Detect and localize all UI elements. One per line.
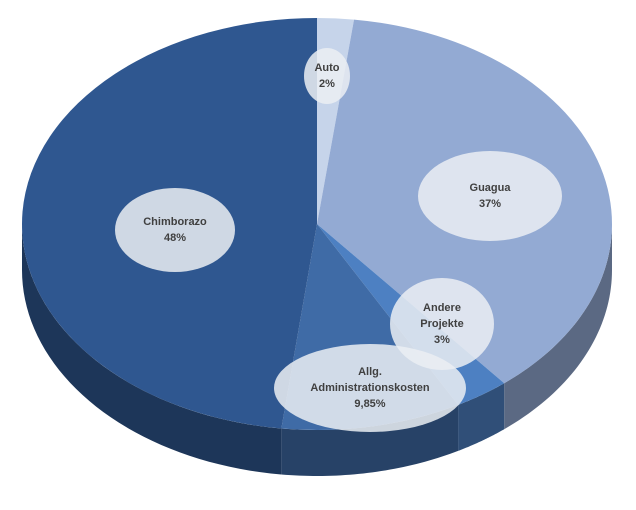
data-label: Auto 2%: [307, 60, 347, 92]
label-bubble: [115, 188, 235, 272]
category-label: Allg. Administrationskosten: [310, 366, 430, 394]
category-label: Andere Projekte: [420, 302, 464, 330]
value-label: 37%: [478, 198, 502, 210]
label-bubble: [390, 278, 494, 370]
data-label: Andere Projekte 3%: [410, 300, 474, 348]
data-label: Chimborazo 48%: [135, 214, 215, 246]
data-label: Allg. Administrationskosten 9,85%: [300, 364, 440, 412]
category-label: Auto: [314, 62, 340, 74]
value-label: 9,85%: [354, 398, 386, 410]
slice-side: [22, 224, 282, 475]
value-label: 3%: [434, 334, 450, 346]
label-bubble: [418, 151, 562, 241]
data-label: Guagua 37%: [450, 180, 530, 212]
value-label: 2%: [319, 78, 335, 90]
category-label: Chimborazo: [143, 216, 207, 228]
label-bubble: [304, 48, 350, 104]
category-label: Guagua: [469, 182, 511, 194]
slice-side: [458, 383, 505, 451]
slice-side: [504, 224, 612, 430]
value-label: 48%: [163, 232, 187, 244]
label-bubble: [274, 344, 466, 432]
